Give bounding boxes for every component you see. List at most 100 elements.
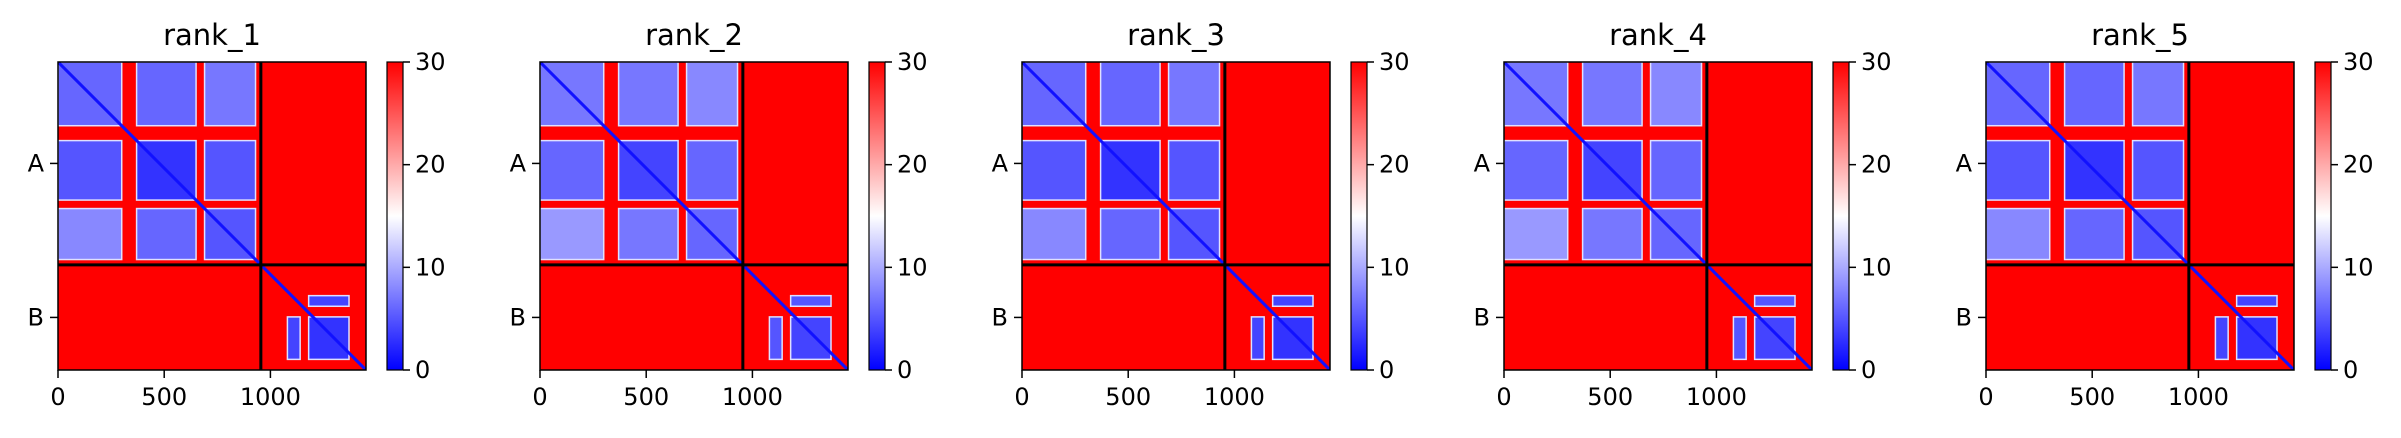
colorbar-tick-label: 20 — [2343, 151, 2374, 179]
pae-block-10 — [1753, 294, 1796, 308]
x-tick-label: 1000 — [2168, 383, 2229, 411]
colorbar — [386, 61, 404, 371]
colorbar-tick-label: 20 — [1379, 151, 1410, 179]
colorbar — [1350, 61, 1368, 371]
panel-title: rank_4 — [1609, 18, 1707, 52]
plot-frame — [1503, 61, 1813, 371]
colorbar-tick-label: 0 — [897, 356, 912, 384]
pae-block-6 — [617, 207, 679, 261]
pae-block-8 — [2131, 139, 2185, 201]
y-tick-label: B — [992, 303, 1008, 331]
pae-block-4 — [1581, 62, 1643, 127]
x-tick-label: 0 — [1496, 383, 1511, 411]
plot-frame — [539, 61, 849, 371]
pae-block-3 — [1504, 207, 1569, 261]
colorbar — [2314, 61, 2332, 371]
diagonal — [1022, 62, 1330, 370]
y-tick-label: B — [28, 303, 44, 331]
panel-2: rank_2 0 500 1000 A B 0 10 20 30 — [510, 18, 928, 411]
colorbar-tick-label: 10 — [2343, 253, 2374, 281]
x-tick-label: 500 — [1105, 383, 1151, 411]
pae-block-4 — [2063, 62, 2125, 127]
pae-block-10 — [2235, 294, 2278, 308]
colorbar — [1832, 61, 1850, 371]
colorbar-tick-label: 10 — [1379, 253, 1410, 281]
plot-frame — [1021, 61, 1331, 371]
colorbar-tick-label: 0 — [415, 356, 430, 384]
pae-block-3 — [540, 207, 605, 261]
pae-block-12 — [1271, 316, 1314, 361]
y-tick-label: A — [1956, 149, 1973, 177]
colorbar-tick-label: 0 — [1861, 356, 1876, 384]
pae-block-3 — [1022, 207, 1087, 261]
x-tick-label: 1000 — [1204, 383, 1265, 411]
colorbar-tick-label: 20 — [415, 151, 446, 179]
x-tick-label: 1000 — [240, 383, 301, 411]
y-tick-label: A — [992, 149, 1009, 177]
x-tick-label: 500 — [623, 383, 669, 411]
pae-block-2 — [1504, 139, 1569, 201]
pae-block-6 — [1581, 207, 1643, 261]
pae-block-12 — [789, 316, 832, 361]
colorbar-tick-label: 10 — [415, 253, 446, 281]
pae-block-2 — [1986, 139, 2051, 201]
heatmap — [1504, 62, 1812, 370]
panel-4: rank_4 0 500 1000 A B 0 10 20 30 — [1474, 18, 1892, 411]
pae-block-8 — [685, 139, 739, 201]
pae-block-4 — [1099, 62, 1161, 127]
colorbar-tick-label: 0 — [1379, 356, 1394, 384]
pae-block-6 — [2063, 207, 2125, 261]
pae-block-8 — [1167, 139, 1221, 201]
x-tick-label: 500 — [141, 383, 187, 411]
pae-block-6 — [1099, 207, 1161, 261]
pae-block-11 — [2214, 316, 2229, 361]
pae-block-2 — [1022, 139, 1087, 201]
heatmap — [540, 62, 848, 370]
colorbar — [868, 61, 886, 371]
pae-block-12 — [2235, 316, 2278, 361]
y-tick-label: B — [1956, 303, 1972, 331]
pae-block-10 — [789, 294, 832, 308]
pae-block-7 — [1649, 62, 1703, 127]
colorbar-tick-label: 30 — [2343, 48, 2374, 76]
pae-block-6 — [135, 207, 197, 261]
diagonal — [58, 62, 366, 370]
pae-block-7 — [203, 62, 257, 127]
pae-block-11 — [768, 316, 783, 361]
pae-block-11 — [1732, 316, 1747, 361]
x-tick-label: 1000 — [722, 383, 783, 411]
heatmap — [1022, 62, 1330, 370]
panel-title: rank_1 — [163, 18, 261, 52]
panel-title: rank_2 — [645, 18, 743, 52]
colorbar-tick-label: 10 — [897, 253, 928, 281]
y-tick-label: A — [510, 149, 527, 177]
panel-5: rank_5 0 500 1000 A B 0 10 20 30 — [1956, 18, 2374, 411]
colorbar-tick-label: 30 — [897, 48, 928, 76]
pae-block-8 — [203, 139, 257, 201]
pae-block-4 — [135, 62, 197, 127]
colorbar-tick-label: 20 — [897, 151, 928, 179]
pae-block-3 — [1986, 207, 2051, 261]
heatmap — [1986, 62, 2294, 370]
x-tick-label: 500 — [1587, 383, 1633, 411]
diagonal — [1504, 62, 1812, 370]
heatmap — [58, 62, 366, 370]
x-tick-label: 0 — [1978, 383, 1993, 411]
panel-3: rank_3 0 500 1000 A B 0 10 20 30 — [992, 18, 1410, 411]
panel-title: rank_5 — [2091, 18, 2189, 52]
colorbar-tick-label: 10 — [1861, 253, 1892, 281]
plot-frame — [1985, 61, 2295, 371]
pae-block-10 — [1271, 294, 1314, 308]
x-tick-label: 0 — [532, 383, 547, 411]
pae-block-10 — [307, 294, 350, 308]
y-tick-label: B — [510, 303, 526, 331]
diagonal — [540, 62, 848, 370]
pae-block-11 — [286, 316, 301, 361]
plot-frame — [57, 61, 367, 371]
y-tick-label: A — [1474, 149, 1491, 177]
pae-block-11 — [1250, 316, 1265, 361]
pae-block-12 — [307, 316, 350, 361]
pae-block-2 — [540, 139, 605, 201]
pae-block-3 — [58, 207, 123, 261]
